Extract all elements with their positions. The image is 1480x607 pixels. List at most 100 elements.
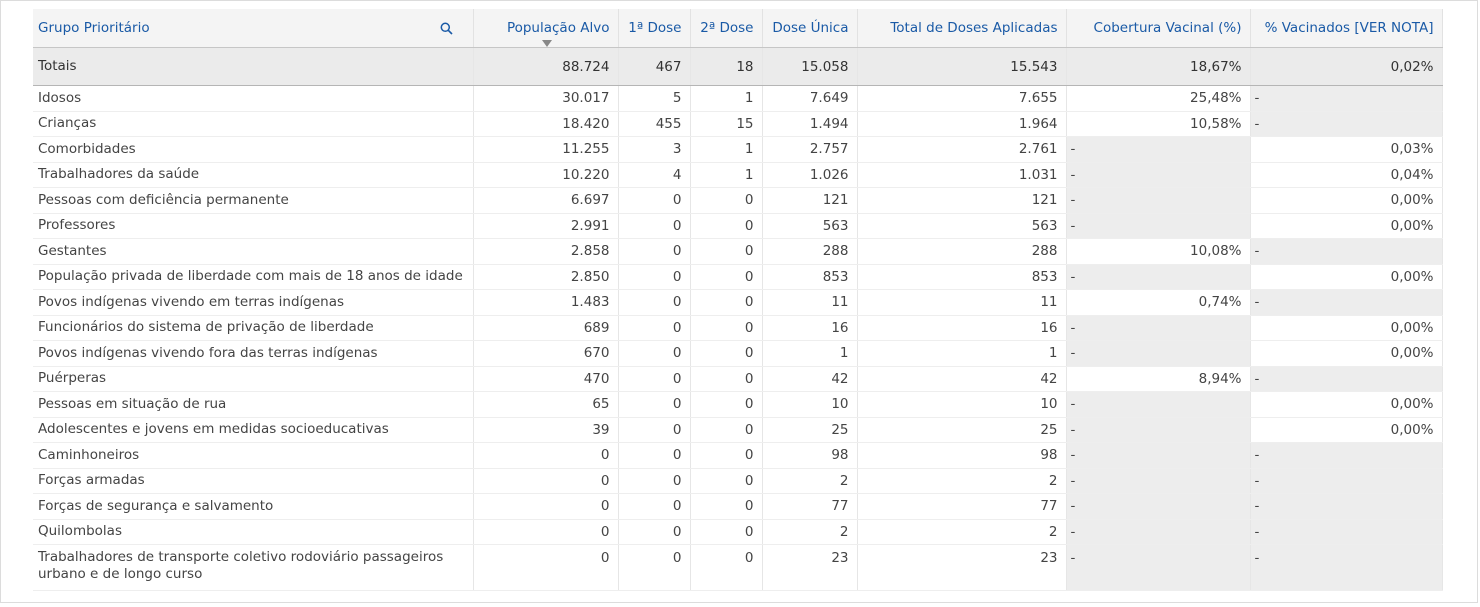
- table-cell: -: [1250, 442, 1443, 469]
- search-icon[interactable]: [440, 22, 453, 35]
- column-header-cobertura[interactable]: Cobertura Vacinal (%): [1066, 9, 1251, 48]
- table-cell: -: [1066, 187, 1251, 214]
- table-cell: 25: [857, 417, 1067, 443]
- table-cell: 10.220: [473, 162, 619, 188]
- table-row: Povos indígenas vivendo em terras indíge…: [33, 289, 1443, 316]
- table-cell: 0: [473, 468, 619, 494]
- totals-row: Totais 88.724 467 18 15.058 15.543 18,67…: [33, 47, 1443, 86]
- table-cell: 11: [857, 289, 1067, 316]
- table-row: População privada de liberdade com mais …: [33, 264, 1443, 290]
- table-cell: -: [1250, 519, 1443, 545]
- table-row: Idosos 30.017 5 1 7.649 7.655 25,48% -: [33, 85, 1443, 112]
- table-cell: 2: [762, 468, 858, 494]
- table-cell: -: [1250, 111, 1443, 137]
- table-cell: -: [1066, 544, 1251, 591]
- table-cell: 853: [762, 264, 858, 290]
- table-cell: 1.026: [762, 162, 858, 188]
- table-cell: 1.964: [857, 111, 1067, 137]
- table-cell: 1.483: [473, 289, 619, 316]
- table-cell: -: [1250, 289, 1443, 316]
- table-cell: 42: [762, 366, 858, 392]
- table-cell: 853: [857, 264, 1067, 290]
- row-label: Forças de segurança e salvamento: [33, 493, 474, 520]
- table-cell: 39: [473, 417, 619, 443]
- totals-cell: 0,02%: [1250, 47, 1443, 86]
- table-cell: -: [1250, 238, 1443, 265]
- table-cell: 2.761: [857, 136, 1067, 163]
- table-cell: -: [1250, 468, 1443, 494]
- row-label: Trabalhadores de transporte coletivo rod…: [33, 544, 474, 591]
- row-label: Caminhoneiros: [33, 442, 474, 469]
- column-header-primeira-dose[interactable]: 1ª Dose: [618, 9, 691, 48]
- table-cell: 0: [618, 289, 691, 316]
- column-header-grupo[interactable]: Grupo Prioritário: [33, 9, 474, 48]
- table-cell: 77: [762, 493, 858, 520]
- table-cell: 2.858: [473, 238, 619, 265]
- column-header-dose-unica[interactable]: Dose Única: [762, 9, 858, 48]
- table-cell: 0: [690, 264, 763, 290]
- table-cell: 1: [690, 162, 763, 188]
- header-row: Grupo Prioritário População Alvo 1ª Dose…: [33, 9, 1443, 48]
- table-cell: 670: [473, 340, 619, 367]
- table-row: Povos indígenas vivendo fora das terras …: [33, 340, 1443, 367]
- table-row: Trabalhadores de transporte coletivo rod…: [33, 544, 1443, 591]
- table-cell: 0: [618, 417, 691, 443]
- table-cell: 0,00%: [1250, 213, 1443, 239]
- table-cell: 23: [857, 544, 1067, 591]
- table-row: Quilombolas 0 0 0 2 2- -: [33, 519, 1443, 545]
- sort-descending-icon: [541, 40, 552, 47]
- table-cell: 0: [690, 468, 763, 494]
- column-header-total-doses[interactable]: Total de Doses Aplicadas: [857, 9, 1067, 48]
- table-cell: 11.255: [473, 136, 619, 163]
- table-cell: 25,48%: [1066, 85, 1251, 112]
- row-label: Pessoas com deficiência permanente: [33, 187, 474, 214]
- table-cell: -: [1066, 417, 1251, 443]
- table-cell: -: [1066, 213, 1251, 239]
- table-cell: -: [1066, 391, 1251, 418]
- row-label: Forças armadas: [33, 468, 474, 494]
- table-cell: 0: [618, 340, 691, 367]
- table-row: Professores 2.991 0 0 563 563-0,00%: [33, 213, 1443, 239]
- totals-cell: 15.543: [857, 47, 1067, 86]
- row-label: Comorbidades: [33, 136, 474, 163]
- table-cell: 0: [473, 519, 619, 545]
- table-cell: 18.420: [473, 111, 619, 137]
- table-cell: 0: [690, 213, 763, 239]
- table-cell: 0,04%: [1250, 162, 1443, 188]
- table-cell: 30.017: [473, 85, 619, 112]
- table-cell: 15: [690, 111, 763, 137]
- table-cell: 2.991: [473, 213, 619, 239]
- table-cell: 455: [618, 111, 691, 137]
- column-header-populacao[interactable]: População Alvo: [473, 9, 619, 48]
- table-cell: 1: [857, 340, 1067, 367]
- table-cell: -: [1066, 315, 1251, 341]
- row-label: Crianças: [33, 111, 474, 137]
- table-cell: 689: [473, 315, 619, 341]
- row-label: Povos indígenas vivendo em terras indíge…: [33, 289, 474, 316]
- table-cell: 2: [762, 519, 858, 545]
- table-cell: 0: [618, 264, 691, 290]
- table-cell: 0: [690, 187, 763, 214]
- table-cell: 0: [690, 238, 763, 265]
- column-header-segunda-dose[interactable]: 2ª Dose: [690, 9, 763, 48]
- row-label: Povos indígenas vivendo fora das terras …: [33, 340, 474, 367]
- table-cell: -: [1250, 544, 1443, 591]
- column-header-vacinados[interactable]: % Vacinados [VER NOTA]: [1250, 9, 1443, 48]
- column-header-label: 1ª Dose: [628, 20, 682, 36]
- row-label: População privada de liberdade com mais …: [33, 264, 474, 290]
- table-cell: 0,74%: [1066, 289, 1251, 316]
- table-row: Crianças 18.420 455 15 1.494 1.964 10,58% -: [33, 111, 1443, 137]
- table-cell: 1: [690, 136, 763, 163]
- table-cell: 121: [857, 187, 1067, 214]
- table-row: Pessoas em situação de rua 65 0 0 10 10-0,00%: [33, 391, 1443, 418]
- table-cell: 25: [762, 417, 858, 443]
- totals-cell: 467: [618, 47, 691, 86]
- table-cell: 0: [690, 442, 763, 469]
- table-cell: 2: [857, 468, 1067, 494]
- table-cell: 10: [762, 391, 858, 418]
- table-cell: 0: [690, 289, 763, 316]
- vaccination-table: Grupo Prioritário População Alvo 1ª Dose…: [33, 9, 1443, 591]
- table-cell: 0: [618, 315, 691, 341]
- table-cell: 0: [690, 366, 763, 392]
- table-cell: 0: [618, 442, 691, 469]
